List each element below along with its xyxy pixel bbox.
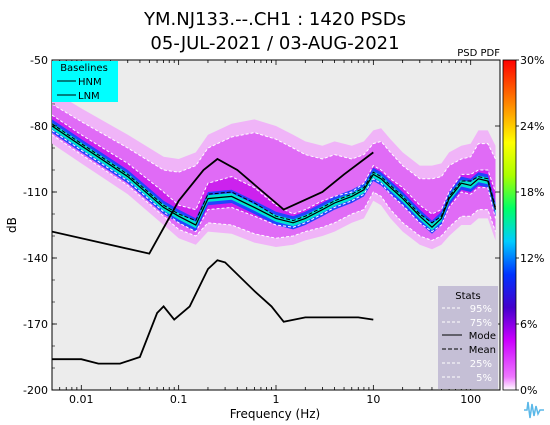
stat-line-95pct [52, 103, 496, 180]
stats-legend-5: 5% [476, 373, 492, 384]
stat-line-75pct [52, 114, 496, 215]
colorbar-tick-label: 6% [520, 318, 537, 331]
stats-legend-95: 95% [470, 304, 492, 315]
y-axis-label: dB [5, 217, 19, 233]
y-axis: -50 -80 -110 -140 -170 -200 [23, 54, 500, 397]
colorbar-tick-label: 12% [520, 252, 544, 265]
stats-legend-mode: Mode [469, 331, 496, 342]
colorbar-ticks: 30% 24% 18% 12% 6% 0% [516, 54, 544, 397]
baselines-legend-lnm: LNM [78, 91, 100, 102]
seismic-logo-icon [522, 398, 546, 420]
pdf-band-peak [52, 122, 496, 231]
y-tick-label: -200 [23, 384, 48, 397]
stat-line-mean [52, 123, 496, 224]
baseline-lines [52, 151, 374, 365]
baselines-legend-title: Baselines [60, 63, 108, 74]
y-tick-label: -110 [23, 186, 48, 199]
colorbar [502, 59, 517, 391]
baseline-hnm [52, 151, 374, 255]
baselines-legend-hnm: HNM [78, 77, 102, 88]
stats-legend-25: 25% [470, 359, 492, 370]
baselines-legend: Baselines HNM LNM [52, 61, 118, 102]
colorbar-tick-label: 24% [520, 120, 544, 133]
y-tick-label: -170 [23, 318, 48, 331]
stats-legend: Stats 95% 75% Mode Mean 25% 5% [438, 286, 498, 389]
colorbar-tick-label: 0% [520, 384, 537, 397]
y-tick-label: -140 [23, 252, 48, 265]
stat-lines [52, 103, 497, 241]
x-tick-label: 1 [273, 393, 280, 406]
x-tick-label: 100 [460, 393, 481, 406]
stat-line-mode [52, 125, 497, 229]
baseline-lnm [52, 259, 374, 365]
chart-title-line1: YM.NJ133.--.CH1 : 1420 PSDs [143, 9, 406, 30]
stats-legend-mean: Mean [469, 345, 496, 356]
x-tick-label: 10 [366, 393, 380, 406]
y-tick-label: -80 [30, 120, 48, 133]
x-axis: 0.01 0.1 1 10 100 [51, 60, 501, 406]
x-tick-label: 0.1 [170, 393, 188, 406]
stats-legend-75: 75% [470, 318, 492, 329]
colorbar-tick-label: 30% [520, 54, 544, 67]
x-axis-label: Frequency (Hz) [230, 407, 321, 421]
stat-line-5pct [52, 134, 496, 241]
colorbar-title: PSD PDF [457, 48, 500, 59]
x-tick-label: 0.01 [69, 393, 94, 406]
stats-legend-title: Stats [455, 291, 481, 302]
chart-title-line2: 05-JUL-2021 / 03-AUG-2021 [150, 33, 399, 54]
y-tick-label: -50 [30, 54, 48, 67]
colorbar-tick-label: 18% [520, 186, 544, 199]
